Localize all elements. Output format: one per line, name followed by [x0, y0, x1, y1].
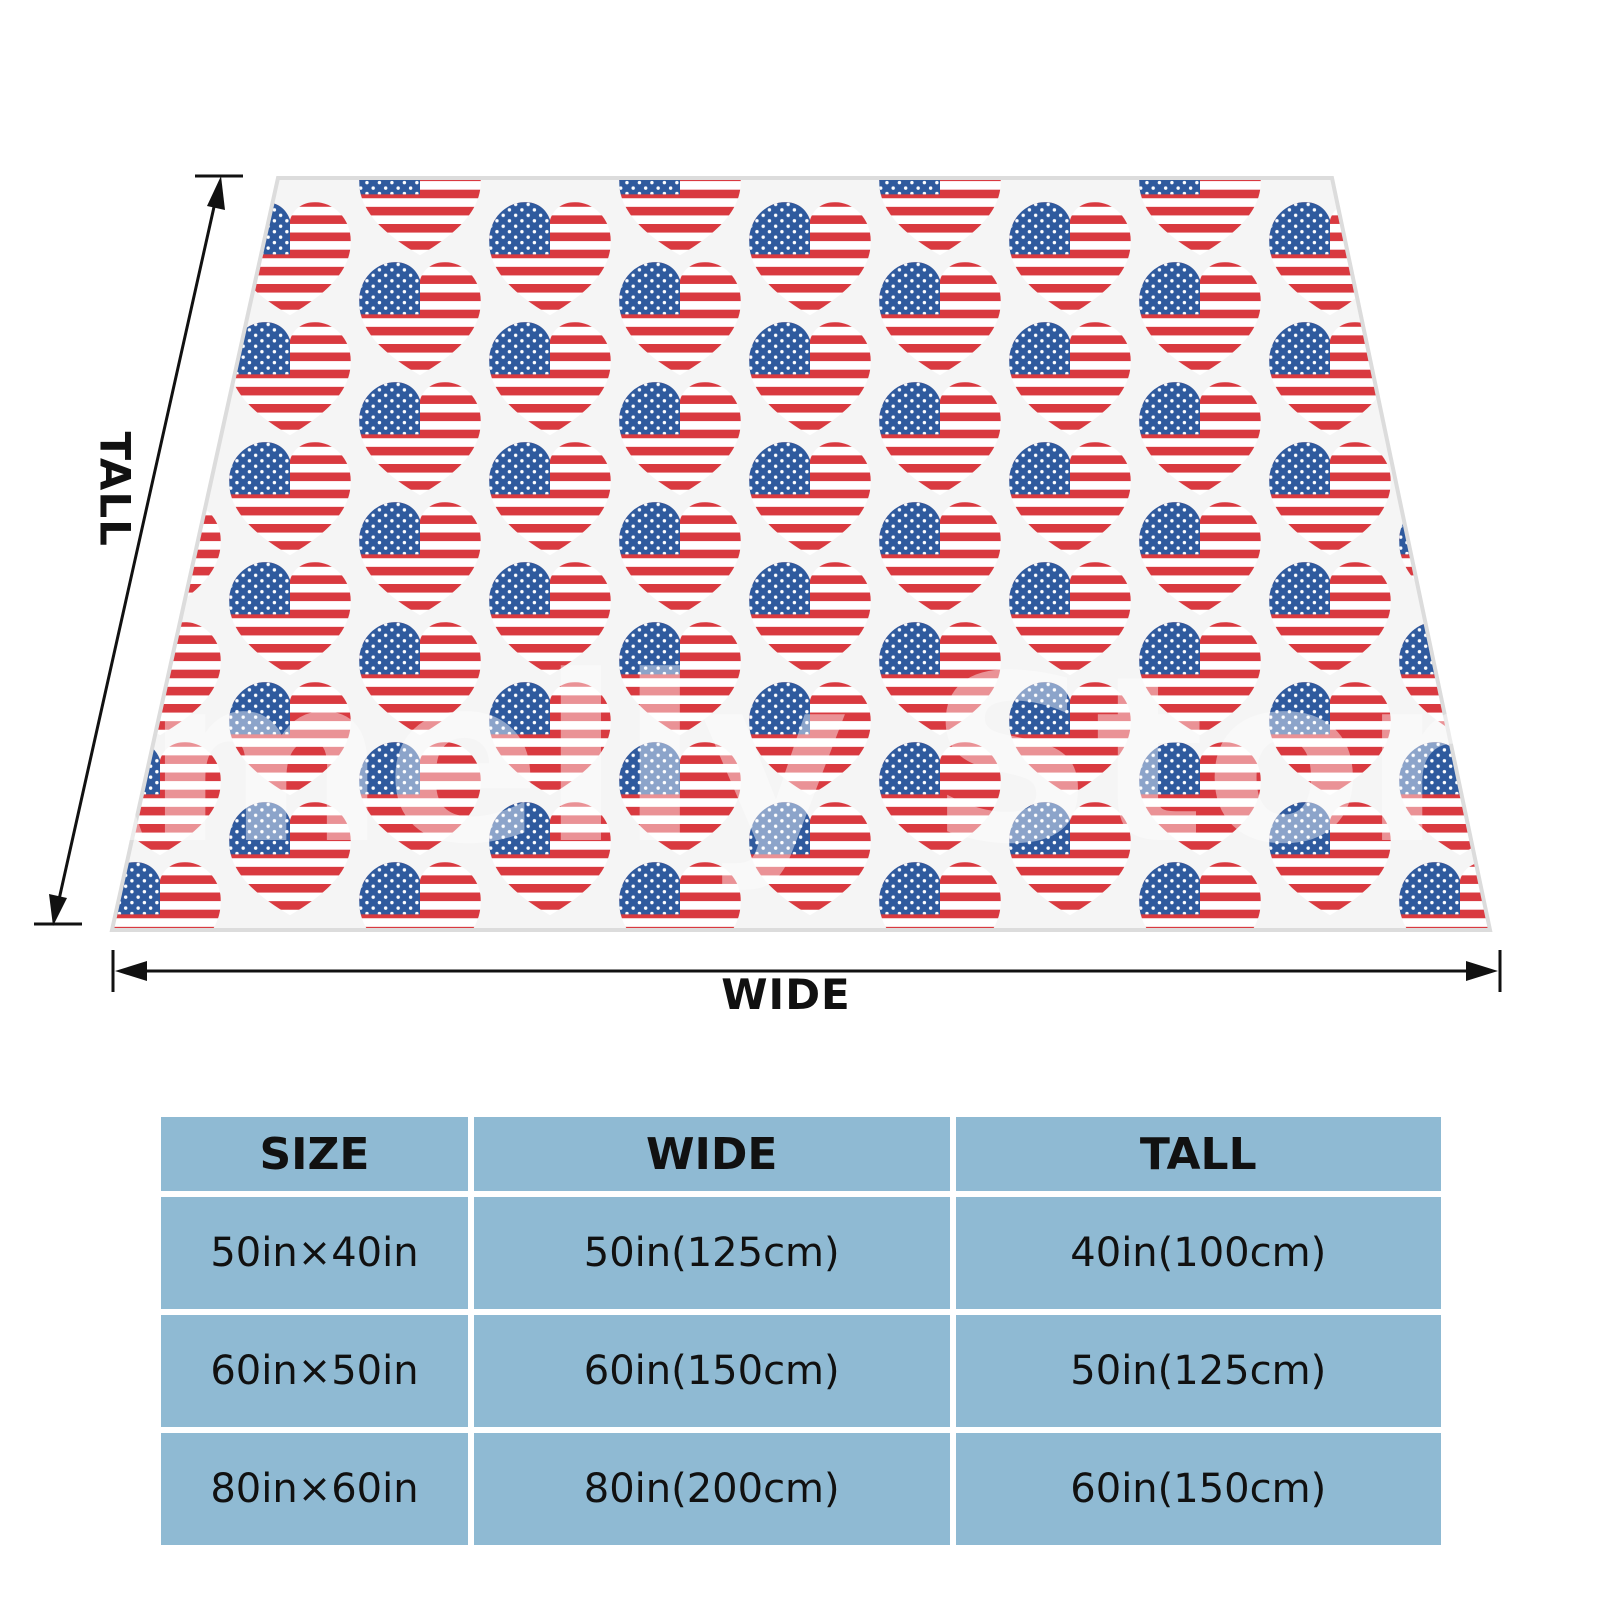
wide-cell: 50in(125cm)	[473, 1197, 950, 1309]
tall-dimension-arrow	[34, 174, 243, 926]
flag-heart	[0, 198, 92, 319]
flag-heart	[1528, 318, 1600, 439]
flag-heart	[98, 138, 223, 259]
tall-cell: 40in(100cm)	[955, 1197, 1441, 1309]
blanket-illustration: Amelly Store	[0, 138, 1600, 992]
table-row: 50in×40in 50in(125cm) 40in(100cm)	[161, 1197, 1441, 1309]
flag-heart	[0, 438, 92, 559]
header-tall: TALL	[955, 1117, 1441, 1191]
size-cell: 50in×40in	[161, 1197, 468, 1309]
flag-heart	[1528, 198, 1600, 319]
table-row: 60in×50in 60in(150cm) 50in(125cm)	[161, 1315, 1441, 1427]
size-cell: 80in×60in	[161, 1433, 468, 1545]
flag-heart	[1398, 378, 1523, 499]
wide-cell: 80in(200cm)	[473, 1433, 950, 1545]
flag-heart	[1398, 138, 1523, 259]
flag-heart	[0, 318, 92, 439]
wide-label: WIDE	[721, 970, 851, 1019]
wide-cell: 60in(150cm)	[473, 1315, 950, 1427]
header-size: SIZE	[161, 1117, 468, 1191]
flag-heart	[98, 258, 223, 379]
wide-dimension-arrow	[111, 950, 1502, 992]
table-header-row: SIZE WIDE TALL	[161, 1117, 1441, 1191]
table-row: 80in×60in 80in(200cm) 60in(150cm)	[161, 1433, 1441, 1545]
size-cell: 60in×50in	[161, 1315, 468, 1427]
flag-heart	[1398, 258, 1523, 379]
tall-cell: 50in(125cm)	[955, 1315, 1441, 1427]
tall-label: TALL	[90, 431, 140, 547]
watermark: Amelly Store	[0, 628, 1600, 895]
tall-cell: 60in(150cm)	[955, 1433, 1441, 1545]
flag-heart	[1528, 438, 1600, 559]
size-chart-table: SIZE WIDE TALL 50in×40in 50in(125cm) 40i…	[155, 1111, 1447, 1551]
header-wide: WIDE	[473, 1117, 950, 1191]
